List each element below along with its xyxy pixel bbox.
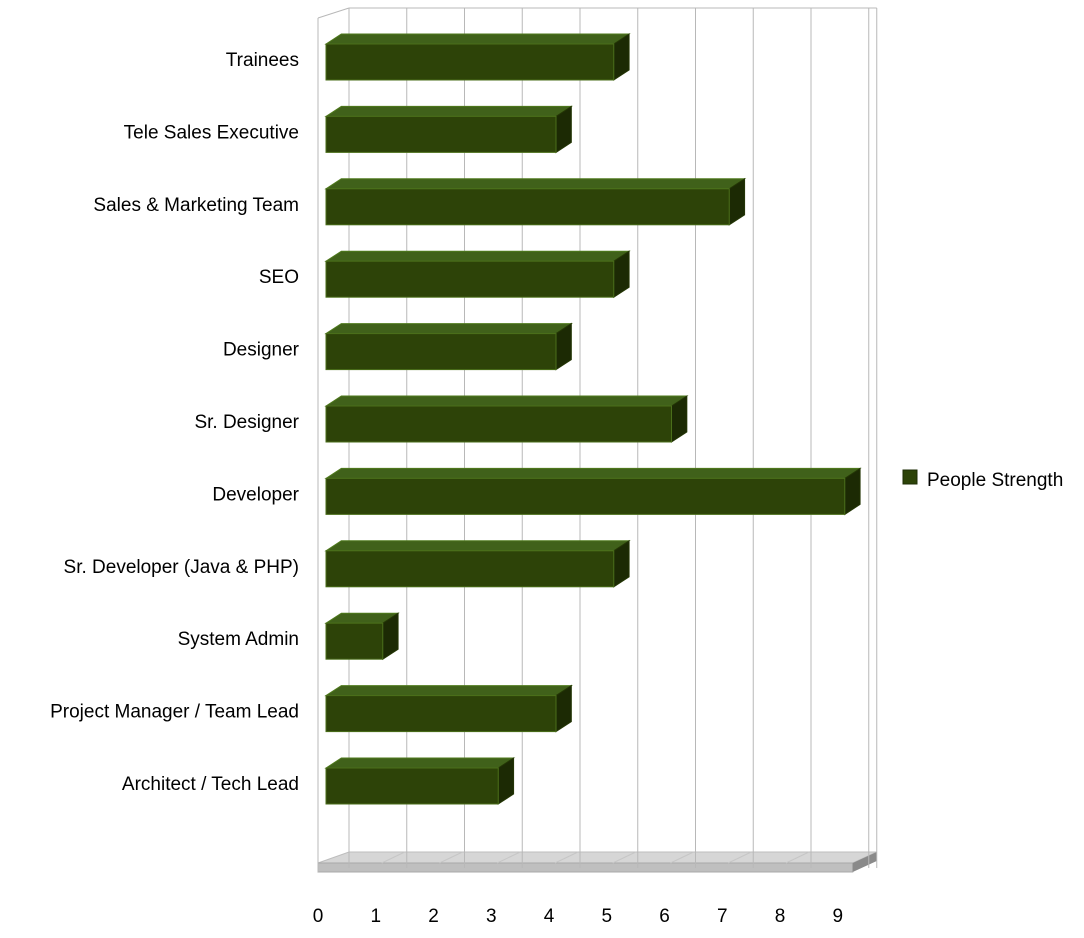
bar-front (325, 405, 672, 443)
chart-legend: People Strength (902, 469, 1063, 491)
bar-front (325, 260, 615, 298)
bar-top (324, 250, 631, 262)
category-label: Sr. Developer (Java & PHP) (64, 557, 299, 578)
bar (324, 322, 574, 371)
category-label: Tele Sales Executive (124, 122, 299, 143)
x-tick-label: 0 (313, 906, 324, 927)
x-tick-label: 7 (717, 906, 728, 927)
category-label: Project Manager / Team Lead (50, 702, 299, 723)
bar-front (325, 477, 846, 515)
chart-floor (317, 851, 877, 873)
x-tick-label: 1 (370, 906, 381, 927)
bar-front (325, 333, 557, 371)
legend-label: People Strength (927, 470, 1063, 491)
category-label: Sales & Marketing Team (93, 195, 299, 216)
bar (324, 467, 862, 516)
category-label: Designer (223, 340, 300, 361)
category-label: SEO (259, 267, 299, 288)
floor-gridline (670, 851, 694, 864)
bar-top (324, 467, 862, 479)
floor-gridline (554, 851, 579, 864)
chart-bars (324, 33, 862, 805)
bar (324, 177, 747, 226)
floor-gridline (381, 851, 405, 864)
category-label: Developer (212, 484, 299, 505)
bar (324, 33, 631, 81)
bar-top (324, 178, 747, 190)
category-label: Trainees (226, 50, 299, 71)
x-tick-label: 9 (832, 906, 843, 927)
bar-front (325, 767, 499, 805)
bar-front (325, 550, 615, 588)
bar-top (324, 540, 631, 552)
floor-front (317, 862, 854, 873)
bar-top (324, 33, 631, 45)
legend-swatch (902, 469, 918, 485)
floor-gridline (439, 851, 463, 864)
side-wall-edge (317, 7, 350, 19)
bar-front (325, 115, 557, 153)
bar-top (324, 685, 574, 697)
bar-front (325, 695, 557, 733)
bar-front (325, 188, 730, 226)
category-label: Architect / Tech Lead (122, 774, 299, 795)
bar (324, 684, 574, 733)
bar-top (324, 395, 689, 407)
bar (324, 539, 631, 588)
x-tick-label: 5 (601, 906, 612, 927)
bar (324, 395, 689, 443)
category-label: Sr. Designer (194, 412, 299, 433)
bar (324, 105, 574, 154)
bar-top (324, 105, 574, 117)
floor-gridline (785, 851, 810, 864)
bar-top (324, 323, 574, 335)
bar (324, 250, 631, 299)
floor-side (852, 852, 877, 872)
bar (324, 612, 400, 661)
x-tick-label: 6 (659, 906, 670, 927)
floor-gridline (612, 851, 636, 864)
bar (324, 757, 516, 805)
bar-front (325, 43, 615, 81)
floor-gridline (497, 851, 521, 864)
x-tick-label: 3 (486, 906, 497, 927)
x-tick-label: 2 (428, 906, 439, 927)
x-tick-label: 4 (544, 906, 555, 927)
category-labels: Trainees Tele Sales Executive Sales & Mark… (50, 50, 300, 795)
x-tick-label: 8 (775, 906, 786, 927)
bar-front (325, 622, 384, 660)
category-label: System Admin (178, 629, 299, 650)
floor-gridline (728, 851, 752, 864)
bar-top (324, 757, 516, 769)
x-axis-tick-labels: 0 1 2 3 4 5 6 7 8 9 (313, 906, 843, 927)
